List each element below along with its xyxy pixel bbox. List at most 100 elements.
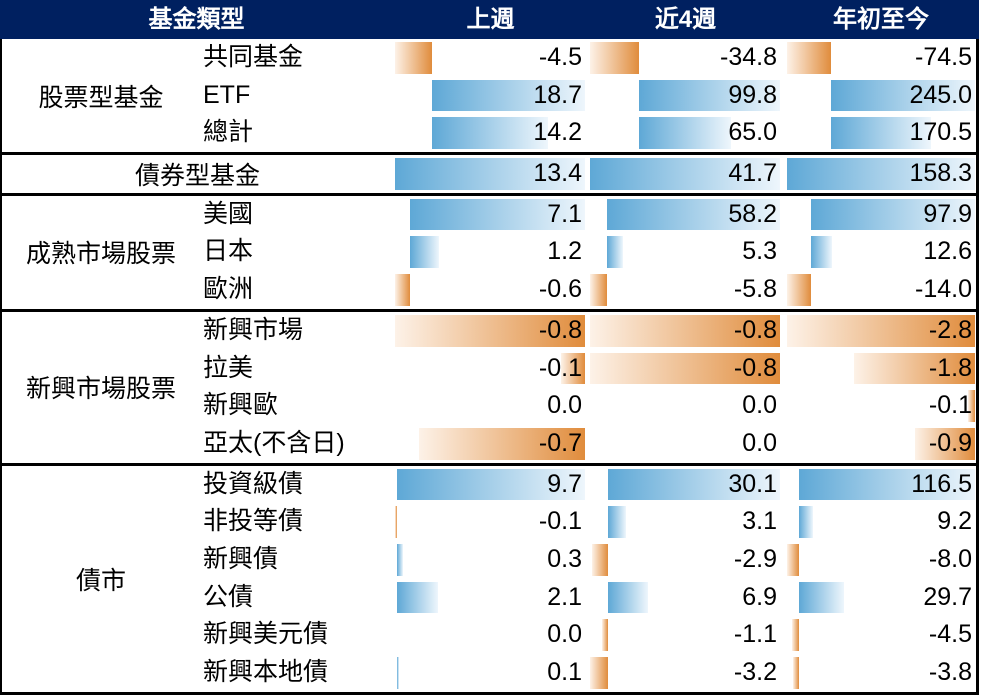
cell-ytd: 170.5 — [785, 114, 976, 152]
value-last-week: 7.1 — [547, 199, 582, 228]
cell-ytd: -14.0 — [785, 271, 976, 309]
bar-track — [395, 158, 585, 190]
bar-positive — [830, 117, 932, 150]
value-last-week: 14.2 — [533, 118, 582, 147]
cell-ytd: 116.5 — [785, 466, 976, 504]
bar-track — [787, 468, 975, 501]
bar-track — [590, 543, 780, 576]
bar-positive — [431, 79, 585, 112]
bar-track — [395, 79, 585, 112]
value-four-weeks: 30.1 — [728, 469, 777, 498]
row-label: 歐洲 — [203, 275, 254, 304]
cell-ytd: -4.5 — [785, 616, 976, 654]
bar-track — [787, 158, 975, 190]
table-row: 投資級債 9.7 30.1 116.5 — [2, 466, 976, 504]
cell-four-weeks: 30.1 — [588, 466, 782, 504]
bar-track — [590, 314, 780, 347]
cell-four-weeks: 3.1 — [588, 503, 782, 541]
row-label: 新興歐 — [203, 391, 279, 420]
cell-ytd: -74.5 — [785, 39, 976, 77]
bar-negative — [418, 427, 585, 460]
cell-last-week: 0.3 — [393, 541, 587, 579]
table-row: 新興本地債 0.1 -3.2 -3.8 — [2, 654, 976, 692]
bar-track — [787, 79, 975, 112]
value-ytd: 158.3 — [909, 159, 972, 188]
value-last-week: -4.5 — [538, 43, 582, 71]
bar-positive — [787, 158, 975, 190]
bar-negative — [854, 352, 975, 385]
bar-positive — [431, 117, 549, 150]
value-last-week: -0.1 — [538, 353, 582, 382]
bar-track — [590, 619, 780, 651]
value-ytd: -2.8 — [928, 315, 972, 344]
bar-positive — [810, 198, 975, 231]
value-four-weeks: 99.8 — [728, 80, 777, 109]
value-four-weeks: -34.8 — [720, 43, 777, 71]
value-ytd: -4.5 — [928, 620, 972, 649]
value-last-week: 18.7 — [533, 80, 582, 109]
bar-positive — [607, 198, 780, 231]
row-label: 投資級債 — [203, 469, 304, 498]
bar-negative — [395, 42, 432, 74]
value-last-week: -0.7 — [538, 428, 582, 457]
cell-four-weeks: 58.2 — [588, 196, 782, 234]
value-ytd: -8.0 — [928, 544, 972, 573]
value-four-weeks: 0.0 — [742, 428, 777, 457]
header-ytd: 年初至今 — [833, 6, 929, 33]
bar-negative — [792, 619, 800, 651]
bar-negative — [561, 352, 585, 385]
value-ytd: 245.0 — [909, 80, 972, 109]
bar-negative — [395, 314, 585, 347]
bar-track — [395, 236, 585, 269]
value-four-weeks: -1.1 — [733, 620, 777, 649]
bar-track — [787, 198, 975, 231]
cell-ytd: -3.8 — [785, 654, 976, 692]
value-four-weeks: 3.1 — [742, 507, 777, 536]
value-last-week: -0.6 — [538, 275, 582, 304]
bar-track — [395, 468, 585, 501]
cell-four-weeks: -3.2 — [588, 654, 782, 692]
row-label: 新興美元債 — [203, 620, 329, 649]
fund-group: 新興市場股票 新興市場 -0.8 -0.8 -2.8 拉美 -0.1 -0.8 -1.8 新興歐 0… — [0, 311, 979, 466]
table-row: 美國 7.1 58.2 97.9 — [2, 196, 976, 234]
row-label: 公債 — [203, 582, 254, 611]
table-row: 公債 2.1 6.9 29.7 — [2, 579, 976, 617]
cell-four-weeks: 65.0 — [588, 114, 782, 152]
table-row: 亞太(不含日) -0.7 0.0 -0.9 — [2, 425, 976, 463]
value-ytd: 12.6 — [923, 237, 972, 266]
table-body: 股票型基金 共同基金 -4.5 -34.8 -74.5 ETF 18.7 99.8 245.0 總… — [0, 39, 979, 695]
bar-negative — [787, 42, 831, 74]
bar-positive — [608, 468, 780, 501]
bar-track — [590, 42, 780, 74]
value-ytd: 29.7 — [923, 582, 972, 611]
header-last-week: 上週 — [466, 6, 515, 33]
row-label: ETF — [203, 80, 251, 109]
group-label: 債券型基金 — [134, 161, 260, 190]
value-four-weeks: -3.2 — [733, 658, 777, 686]
row-label: 總計 — [203, 118, 254, 147]
bar-track — [590, 506, 780, 538]
bar-negative — [787, 314, 975, 347]
bar-positive — [396, 581, 438, 614]
bar-positive — [608, 506, 626, 538]
bar-track — [787, 314, 975, 347]
bar-track — [590, 352, 780, 385]
table-row: 非投等債 -0.1 3.1 9.2 — [2, 503, 976, 541]
cell-ytd: -8.0 — [785, 541, 976, 579]
value-four-weeks: -2.9 — [733, 544, 777, 573]
value-last-week: 2.1 — [547, 582, 582, 611]
bar-track — [395, 198, 585, 231]
bar-positive — [799, 468, 975, 501]
value-four-weeks: -0.8 — [733, 353, 777, 382]
value-last-week: -0.1 — [538, 507, 582, 536]
value-last-week: 9.7 — [547, 469, 582, 498]
row-label: 共同基金 — [203, 43, 304, 71]
bar-track — [395, 427, 585, 460]
bar-track — [787, 427, 975, 460]
group-label: 新興市場股票 — [25, 375, 176, 404]
table-row: 新興美元債 0.0 -1.1 -4.5 — [2, 616, 976, 654]
cell-last-week: 14.2 — [393, 114, 587, 152]
bar-track — [395, 352, 585, 385]
bar-negative — [590, 352, 780, 385]
